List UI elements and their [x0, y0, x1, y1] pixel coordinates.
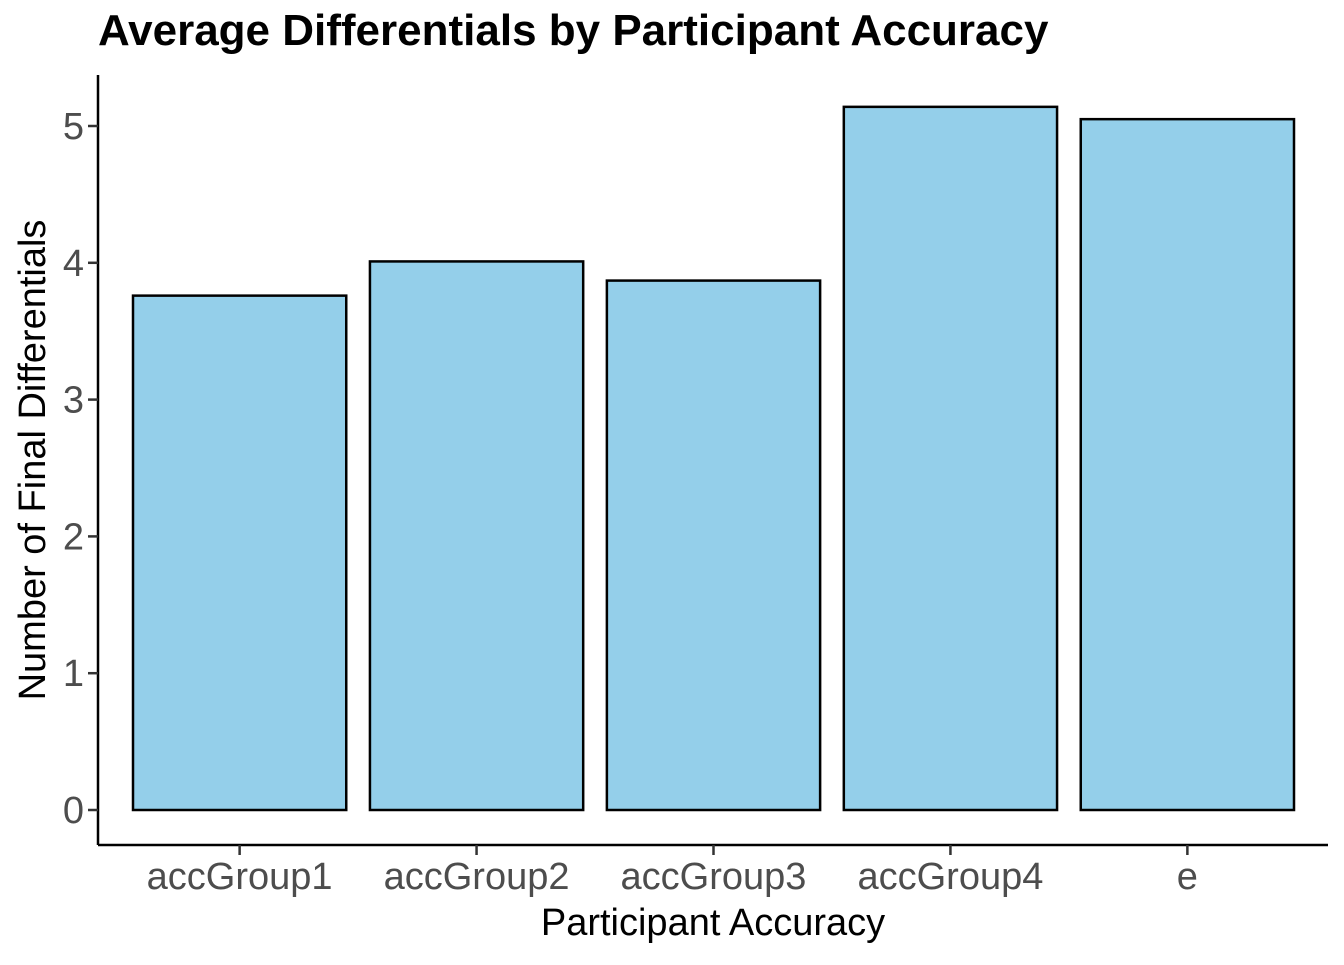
- y-tick-label: 4: [63, 243, 84, 285]
- bar-accGroup4: [842, 105, 1059, 812]
- y-tick-label: 5: [63, 106, 84, 148]
- x-tick-label: accGroup2: [384, 856, 570, 898]
- x-tick-label: accGroup1: [147, 856, 333, 898]
- bar-accGroup2: [368, 260, 585, 812]
- x-axis-title: Participant Accuracy: [541, 902, 885, 944]
- y-tick-label: 0: [63, 790, 84, 832]
- bars-layer: [131, 105, 1296, 812]
- x-tick-label: e: [1177, 856, 1198, 898]
- y-axis-title: Number of Final Differentials: [12, 220, 54, 701]
- bar-accGroup1: [131, 294, 348, 812]
- bar-accGroup3: [605, 279, 822, 812]
- bar-e: [1079, 117, 1296, 812]
- y-tick-label: 2: [63, 516, 84, 558]
- x-axis-ticks: accGroup1 accGroup2 accGroup3 accGroup4 e: [147, 845, 1198, 898]
- y-tick-label: 3: [63, 380, 84, 422]
- x-tick-label: accGroup4: [857, 856, 1043, 898]
- chart-title: Average Differentials by Participant Acc…: [98, 6, 1049, 55]
- y-axis-ticks: 0 1 2 3 4 5: [63, 106, 98, 832]
- y-tick-label: 1: [63, 653, 84, 695]
- x-tick-label: accGroup3: [621, 856, 807, 898]
